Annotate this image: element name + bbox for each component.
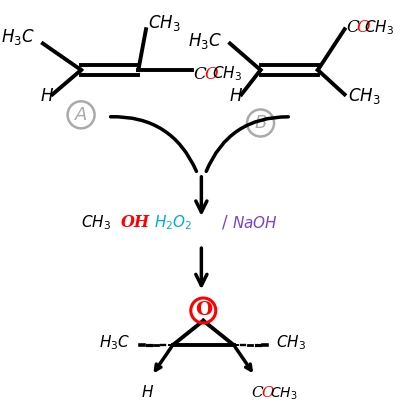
- Text: $H_2O_2$: $H_2O_2$: [153, 213, 192, 232]
- Text: $NaOH$: $NaOH$: [231, 215, 277, 231]
- Text: $CH_3$: $CH_3$: [363, 18, 394, 36]
- Text: $CH_3$: $CH_3$: [81, 213, 111, 232]
- Text: O: O: [261, 386, 273, 400]
- Text: $H_3C$: $H_3C$: [188, 31, 222, 52]
- Text: /: /: [222, 214, 228, 232]
- Text: $CH_3$: $CH_3$: [211, 65, 241, 83]
- Text: $H$: $H$: [228, 88, 242, 106]
- Text: O: O: [204, 65, 217, 83]
- Text: $H$: $H$: [40, 88, 54, 106]
- Text: $CH_3$: $CH_3$: [275, 334, 305, 353]
- Text: O: O: [356, 19, 370, 36]
- Text: $CH_3$: $CH_3$: [269, 386, 297, 402]
- Text: B: B: [254, 114, 266, 132]
- Text: $CH_3$: $CH_3$: [147, 13, 180, 33]
- Text: $H_3C$: $H_3C$: [99, 334, 131, 353]
- Text: OH: OH: [121, 214, 150, 231]
- Text: C: C: [193, 65, 206, 83]
- Text: A: A: [75, 106, 87, 124]
- Text: C: C: [346, 19, 358, 36]
- Text: C: C: [250, 386, 262, 400]
- Text: O: O: [194, 301, 211, 319]
- Text: $H$: $H$: [141, 384, 154, 400]
- Text: $CH_3$: $CH_3$: [348, 86, 380, 106]
- Text: $H_3C$: $H_3C$: [1, 27, 35, 47]
